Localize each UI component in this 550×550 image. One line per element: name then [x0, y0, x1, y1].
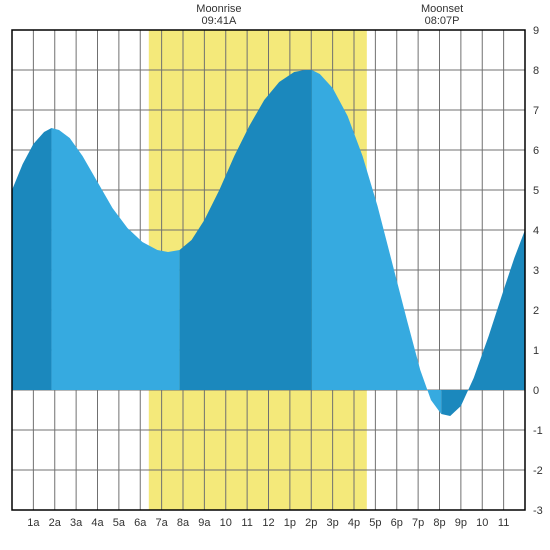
- x-tick-label: 10: [220, 517, 232, 529]
- tide-chart: -3-2-101234567891a2a3a4a5a6a7a8a9a101112…: [0, 0, 550, 550]
- x-tick-label: 3p: [327, 517, 339, 529]
- y-tick-label: 2: [533, 305, 539, 317]
- x-tick-label: 8p: [433, 517, 445, 529]
- x-tick-label: 11: [241, 517, 252, 529]
- x-tick-label: 2p: [305, 517, 317, 529]
- y-tick-label: 7: [533, 105, 539, 117]
- x-tick-label: 1a: [27, 517, 40, 529]
- moonrise-label: Moonrise: [196, 3, 241, 15]
- x-tick-label: 11: [498, 517, 509, 529]
- x-tick-label: 2a: [49, 517, 62, 529]
- x-tick-label: 7a: [156, 517, 169, 529]
- x-tick-label: 10: [476, 517, 488, 529]
- y-tick-label: -1: [533, 425, 543, 437]
- y-tick-label: 1: [533, 345, 539, 357]
- x-tick-label: 3a: [70, 517, 83, 529]
- x-tick-label: 5p: [369, 517, 381, 529]
- y-tick-label: -3: [533, 505, 543, 517]
- y-tick-label: 6: [533, 145, 539, 157]
- x-tick-label: 1p: [284, 517, 296, 529]
- y-tick-label: 3: [533, 265, 539, 277]
- y-tick-label: 4: [533, 225, 539, 237]
- y-tick-label: 8: [533, 65, 539, 77]
- x-tick-label: 9p: [455, 517, 467, 529]
- x-tick-label: 6a: [134, 517, 147, 529]
- y-tick-label: 9: [533, 25, 539, 37]
- moonset-label: Moonset: [421, 3, 463, 15]
- y-tick-label: 5: [533, 185, 539, 197]
- x-tick-label: 4p: [348, 517, 360, 529]
- x-tick-label: 4a: [91, 517, 104, 529]
- x-tick-label: 7p: [412, 517, 424, 529]
- x-tick-label: 5a: [113, 517, 126, 529]
- x-tick-label: 6p: [391, 517, 403, 529]
- y-tick-label: 0: [533, 385, 539, 397]
- moonrise-time: 09:41A: [201, 15, 237, 27]
- x-tick-label: 9a: [198, 517, 211, 529]
- moonset-time: 08:07P: [425, 15, 460, 27]
- x-tick-label: 12: [262, 517, 274, 529]
- y-tick-label: -2: [533, 465, 543, 477]
- x-tick-label: 8a: [177, 517, 190, 529]
